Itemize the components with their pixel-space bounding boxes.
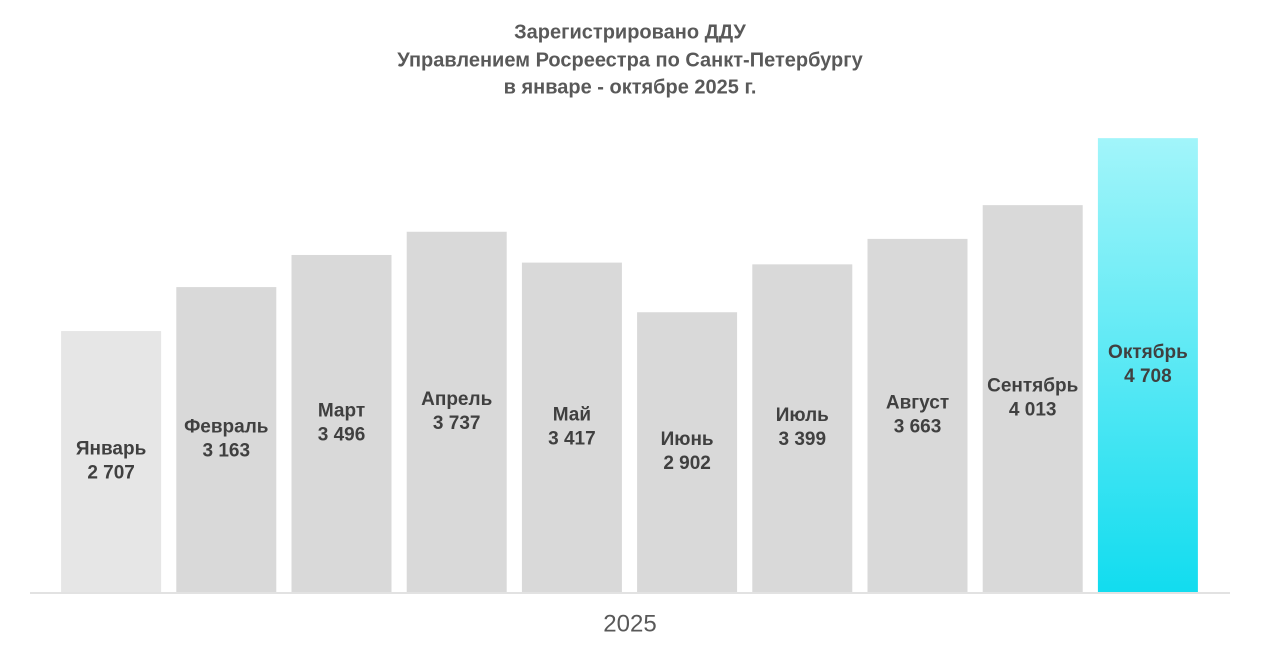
bar [752, 264, 853, 592]
bar [521, 262, 622, 592]
bar [1097, 138, 1198, 592]
category-label: Март [318, 401, 365, 422]
category-label: Октябрь [1108, 342, 1188, 363]
category-label: Январь [76, 439, 146, 460]
value-label: 3 496 [318, 425, 366, 446]
value-label: 4 708 [1124, 366, 1172, 387]
bar [867, 238, 968, 593]
value-label: 3 163 [203, 441, 251, 462]
value-label: 3 663 [894, 416, 942, 437]
bar [291, 254, 392, 592]
bar [982, 205, 1083, 593]
category-label: Сентябрь [987, 376, 1078, 397]
category-label: Февраль [184, 417, 268, 438]
chart-title: Зарегистрировано ДДУ [514, 21, 746, 43]
chart-title: Управлением Росреестра по Санкт-Петербур… [397, 49, 863, 71]
value-label: 4 013 [1009, 400, 1057, 421]
value-label: 3 737 [433, 413, 481, 434]
x-axis-label: 2025 [603, 610, 656, 637]
category-label: Июль [776, 405, 829, 426]
bar [176, 287, 277, 592]
category-label: Август [886, 392, 949, 413]
category-label: Май [553, 404, 591, 425]
value-label: 3 417 [548, 428, 596, 449]
chart-title: в январе - октябре 2025 г. [504, 76, 757, 98]
category-label: Июнь [661, 429, 714, 450]
value-label: 2 902 [663, 453, 711, 474]
bar [406, 231, 507, 592]
bar [637, 312, 738, 592]
value-label: 3 399 [779, 429, 827, 450]
category-label: Апрель [421, 389, 492, 410]
bar [61, 331, 162, 592]
value-label: 2 707 [87, 463, 135, 484]
